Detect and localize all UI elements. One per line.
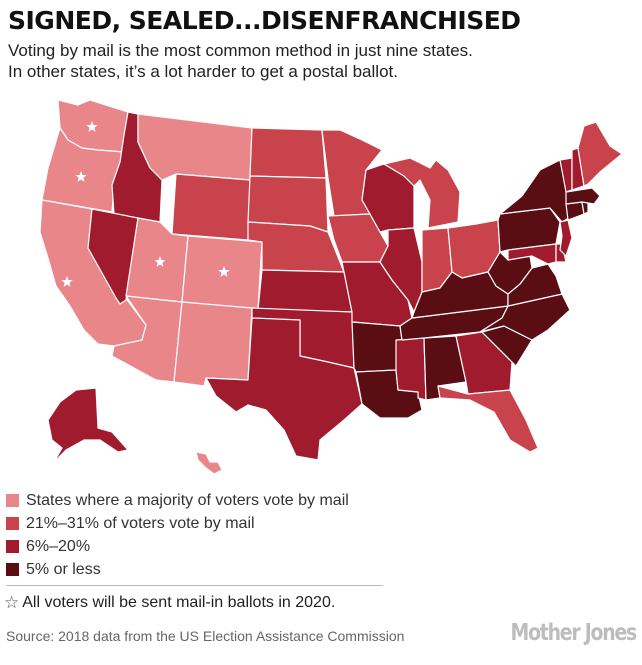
state-ND: [249, 127, 327, 179]
star-icon-CO: [218, 266, 230, 277]
state-ME: [577, 121, 623, 187]
legend-swatch: [6, 563, 19, 576]
star-note: ☆ All voters will be sent mail-in ballot…: [4, 593, 335, 613]
state-IL: [379, 227, 423, 313]
us-map: [39, 99, 623, 475]
page-title: SIGNED, SEALED...DISENFRANCHISED: [8, 6, 521, 35]
legend-item-6-20: 6%–20%: [6, 535, 386, 558]
mother-jones-logo: Mother Jones: [510, 620, 638, 646]
state-WV: [487, 251, 533, 295]
state-NM: [173, 301, 253, 387]
state-AR: [351, 321, 403, 373]
state-HI: [195, 451, 223, 475]
star-outline-icon: ☆: [4, 593, 20, 612]
state-FL: [437, 385, 539, 453]
star-icon-UT: [154, 256, 166, 267]
state-TX: [205, 317, 363, 461]
legend-divider: [6, 585, 383, 586]
legend: States where a majority of voters vote b…: [6, 489, 386, 581]
source-credit: Source: 2018 data from the US Election A…: [6, 628, 405, 644]
legend-swatch: [6, 517, 19, 530]
state-WY: [171, 173, 251, 241]
star-icon-OR: [75, 171, 87, 182]
legend-label: 5% or less: [26, 560, 101, 578]
legend-item-21-31: 21%–31% of voters vote by mail: [6, 512, 386, 535]
state-AK: [47, 387, 129, 463]
legend-item-5-less: 5% or less: [6, 558, 386, 581]
state-NE: [247, 221, 345, 273]
state-KS: [257, 269, 353, 313]
state-NJ: [559, 219, 573, 257]
subtitle-line-1: Voting by mail is the most common method…: [8, 41, 473, 60]
state-MA: [565, 187, 601, 205]
legend-swatch: [6, 494, 19, 507]
state-CT: [565, 201, 585, 221]
legend-label: States where a majority of voters vote b…: [26, 491, 349, 509]
state-MI: [383, 157, 461, 229]
subtitle-line-2: In other states, it’s a lot harder to ge…: [8, 62, 398, 81]
state-NC: [479, 293, 571, 341]
star-icon-WA: [86, 121, 98, 132]
star-icon-CA: [61, 276, 73, 287]
legend-item-majority: States where a majority of voters vote b…: [6, 489, 386, 512]
state-MS: [395, 337, 427, 401]
state-MT: [137, 113, 253, 181]
legend-swatch: [6, 540, 19, 553]
page-subtitle: Voting by mail is the most common method…: [8, 40, 473, 82]
star-note-text: All voters will be sent mail-in ballots …: [22, 594, 336, 611]
state-DE: [555, 243, 567, 263]
legend-label: 6%–20%: [26, 537, 91, 555]
legend-label: 21%–31% of voters vote by mail: [26, 514, 255, 532]
